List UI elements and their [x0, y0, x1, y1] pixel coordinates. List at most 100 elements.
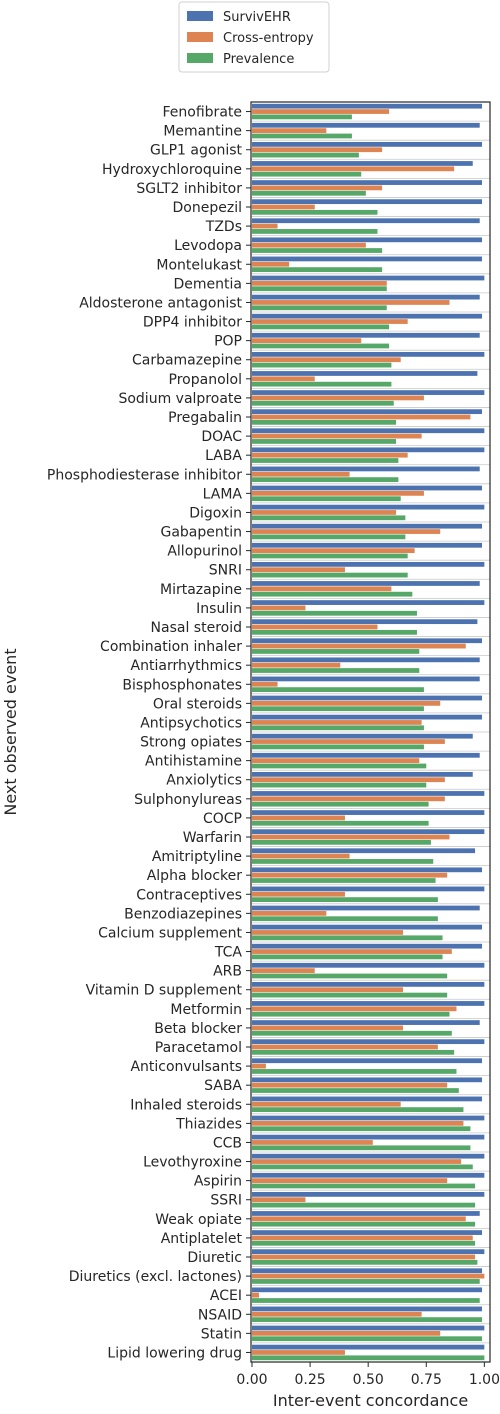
bar-survivehr: [252, 962, 485, 968]
bar-prevalence: [252, 1202, 476, 1208]
bar-cross-entropy: [252, 662, 341, 668]
bar-survivehr: [252, 237, 483, 243]
bar-prevalence: [252, 725, 424, 731]
bar-cross-entropy: [252, 414, 471, 420]
y-tick-label: SABA: [204, 1078, 242, 1094]
x-axis: 0.00 0.25 0.50 0.75 1.00: [236, 1362, 500, 1388]
bar-prevalence: [252, 1088, 459, 1093]
bar-prevalence: [252, 1221, 476, 1227]
bar-survivehr: [252, 313, 483, 319]
bar-cross-entropy: [252, 147, 383, 153]
bar-cross-entropy: [252, 1292, 259, 1298]
bar-survivehr: [252, 886, 485, 892]
bar-survivehr: [252, 1153, 485, 1159]
bar-cross-entropy: [252, 261, 290, 267]
bar-prevalence: [252, 1259, 478, 1265]
y-tick-label: Vitamin D supplement: [86, 983, 243, 999]
bars: [252, 103, 485, 1361]
bar-cross-entropy: [252, 700, 441, 706]
bar-prevalence: [252, 782, 427, 788]
legend-label: Cross-entropy: [223, 31, 314, 46]
bar-prevalence: [252, 706, 424, 712]
y-tick-label: Sodium valproate: [118, 391, 242, 407]
bar-cross-entropy: [252, 1330, 441, 1336]
bar-prevalence: [252, 477, 399, 482]
bar-prevalence: [252, 515, 406, 521]
bar-survivehr: [252, 122, 480, 128]
bar-survivehr: [252, 924, 483, 930]
bar-survivehr: [252, 1058, 483, 1064]
bar-cross-entropy: [252, 968, 315, 974]
y-tick-label: Oral steroids: [153, 696, 242, 712]
y-tick-label: Donepezil: [173, 200, 242, 216]
x-tick-label: 0.00: [236, 1372, 267, 1388]
bar-survivehr: [252, 752, 480, 758]
bar-survivehr: [252, 1211, 480, 1216]
y-tick-label: Carbamazepine: [132, 353, 242, 369]
bar-cross-entropy: [252, 357, 401, 363]
y-tick-label: DPP4 inhibitor: [143, 315, 242, 331]
y-tick-label: Insulin: [196, 601, 242, 617]
y-tick-label: Fenofibrate: [163, 105, 242, 121]
y-tick-label: ACEI: [210, 1288, 242, 1304]
bar-survivehr: [252, 428, 485, 434]
bar-survivehr: [252, 504, 485, 510]
y-tick-label: Levothyroxine: [143, 1155, 242, 1171]
y-tick-label: Dementia: [174, 276, 242, 292]
bar-prevalence: [252, 1011, 450, 1017]
bar-cross-entropy: [252, 300, 450, 305]
x-axis-title: Inter-event concordance: [273, 1391, 468, 1410]
bar-cross-entropy: [252, 1063, 266, 1069]
bar-survivehr: [252, 562, 485, 567]
bar-prevalence: [252, 744, 424, 750]
legend-swatch-survivehr: [187, 11, 213, 21]
bar-cross-entropy: [252, 452, 408, 458]
y-tick-label: CCB: [213, 1136, 242, 1152]
bar-prevalence: [252, 1049, 455, 1055]
bar-survivehr: [252, 1001, 485, 1006]
bar-prevalence: [252, 859, 434, 864]
y-tick-label: Diuretics (excl. lactones): [69, 1269, 242, 1285]
bar-cross-entropy: [252, 586, 392, 592]
bar-prevalence: [252, 1107, 464, 1112]
bar-cross-entropy: [252, 1044, 438, 1050]
bar-survivehr: [252, 294, 480, 300]
y-tick-label: SSRI: [210, 1193, 242, 1209]
y-tick-label: Weak opiate: [155, 1212, 242, 1228]
bar-cross-entropy: [252, 1178, 448, 1184]
y-tick-label: Metformin: [170, 1002, 242, 1018]
bar-survivehr: [252, 791, 485, 796]
bar-survivehr: [252, 1020, 480, 1025]
bar-prevalence: [252, 324, 390, 330]
y-tick-label: Amitriptyline: [152, 849, 242, 865]
bar-prevalence: [252, 687, 424, 692]
bar-survivehr: [252, 1306, 483, 1312]
bar-survivehr: [252, 161, 473, 166]
bar-cross-entropy: [252, 1120, 464, 1126]
bar-prevalence: [252, 763, 427, 769]
bar-prevalence: [252, 496, 401, 502]
y-tick-label: Combination inhaler: [100, 639, 242, 655]
legend-frame: [178, 1, 330, 73]
bar-prevalence: [252, 534, 406, 540]
bar-cross-entropy: [252, 930, 404, 935]
y-tick-label: Inhaled steroids: [130, 1097, 242, 1113]
bar-cross-entropy: [252, 1235, 473, 1241]
bar-cross-entropy: [252, 949, 452, 954]
bar-cross-entropy: [252, 185, 383, 191]
bar-survivehr: [252, 1115, 485, 1121]
bar-prevalence: [252, 629, 417, 635]
bar-cross-entropy: [252, 567, 345, 573]
bar-cross-entropy: [252, 834, 450, 840]
bar-prevalence: [252, 1030, 452, 1036]
y-tick-label: Lipid lowering drug: [107, 1346, 242, 1362]
bar-survivehr: [252, 523, 483, 529]
bar-cross-entropy: [252, 1216, 466, 1222]
bar-cross-entropy: [252, 1025, 404, 1031]
bar-survivehr: [252, 218, 480, 224]
bar-cross-entropy: [252, 490, 424, 496]
y-tick-labels: Fenofibrate Memantine GLP1 agonist Hydroxyc…: [47, 105, 251, 1362]
bar-survivehr: [252, 409, 483, 415]
bar-survivehr: [252, 1249, 485, 1255]
bar-prevalence: [252, 190, 366, 196]
